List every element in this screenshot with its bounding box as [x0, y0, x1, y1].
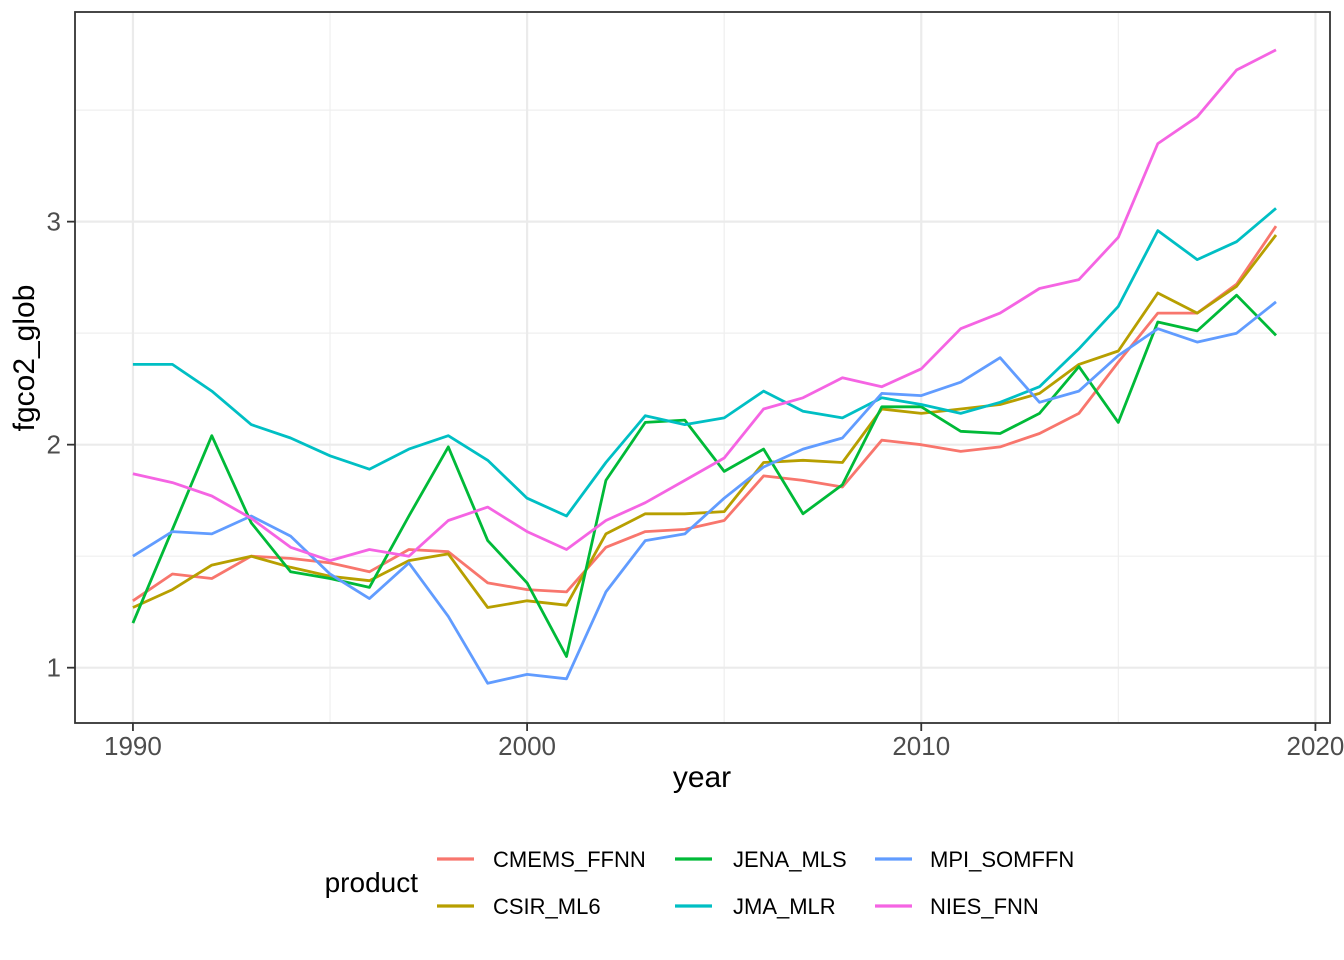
legend-label: CSIR_ML6	[493, 894, 601, 919]
legend-entry-NIES_FNN: NIES_FNN	[875, 894, 1039, 919]
series-line-JENA_MLS	[131, 293, 1277, 658]
x-tick-label: 2010	[892, 731, 950, 761]
series-line-CSIR_ML6	[132, 234, 1278, 609]
legend-entry-MPI_SOMFFN: MPI_SOMFFN	[875, 847, 1074, 872]
series-layer	[131, 48, 1278, 685]
legend-label: JENA_MLS	[733, 847, 847, 872]
x-tick-label: 2000	[498, 731, 556, 761]
legend: CMEMS_FFNN CSIR_ML6 JENA_MLS JMA_MLR MPI_SOM…	[437, 847, 1074, 919]
panel-border	[74, 11, 1331, 724]
legend-label: JMA_MLR	[733, 894, 836, 919]
legend-entry-JENA_MLS: JENA_MLS	[675, 847, 847, 872]
y-tick-label: 3	[47, 207, 61, 237]
legend-label: NIES_FNN	[930, 894, 1039, 919]
legend-entry-CMEMS_FFNN: CMEMS_FFNN	[437, 847, 646, 872]
legend-label: MPI_SOMFFN	[930, 847, 1074, 872]
grid-layer	[75, 12, 1330, 723]
y-axis-title: fgco2_glob	[8, 285, 41, 432]
x-axis-title: year	[673, 761, 731, 794]
series-line-NIES_FNN	[132, 48, 1277, 562]
legend-title: product	[325, 867, 419, 898]
x-tick-label: 2020	[1286, 731, 1344, 761]
series-line-CMEMS_FFNN	[132, 225, 1278, 602]
legend-label: CMEMS_FFNN	[493, 847, 646, 872]
legend-entry-JMA_MLR: JMA_MLR	[675, 894, 836, 919]
legend-entry-CSIR_ML6: CSIR_ML6	[437, 894, 601, 919]
axis-layer: 1990 2000 2010 2020 1 2 3	[47, 207, 1344, 761]
series-line-JMA_MLR	[132, 207, 1277, 518]
x-tick-label: 1990	[104, 731, 162, 761]
y-tick-label: 2	[47, 430, 61, 460]
y-tick-label: 1	[47, 653, 61, 683]
series-line-MPI_SOMFFN	[132, 300, 1277, 685]
